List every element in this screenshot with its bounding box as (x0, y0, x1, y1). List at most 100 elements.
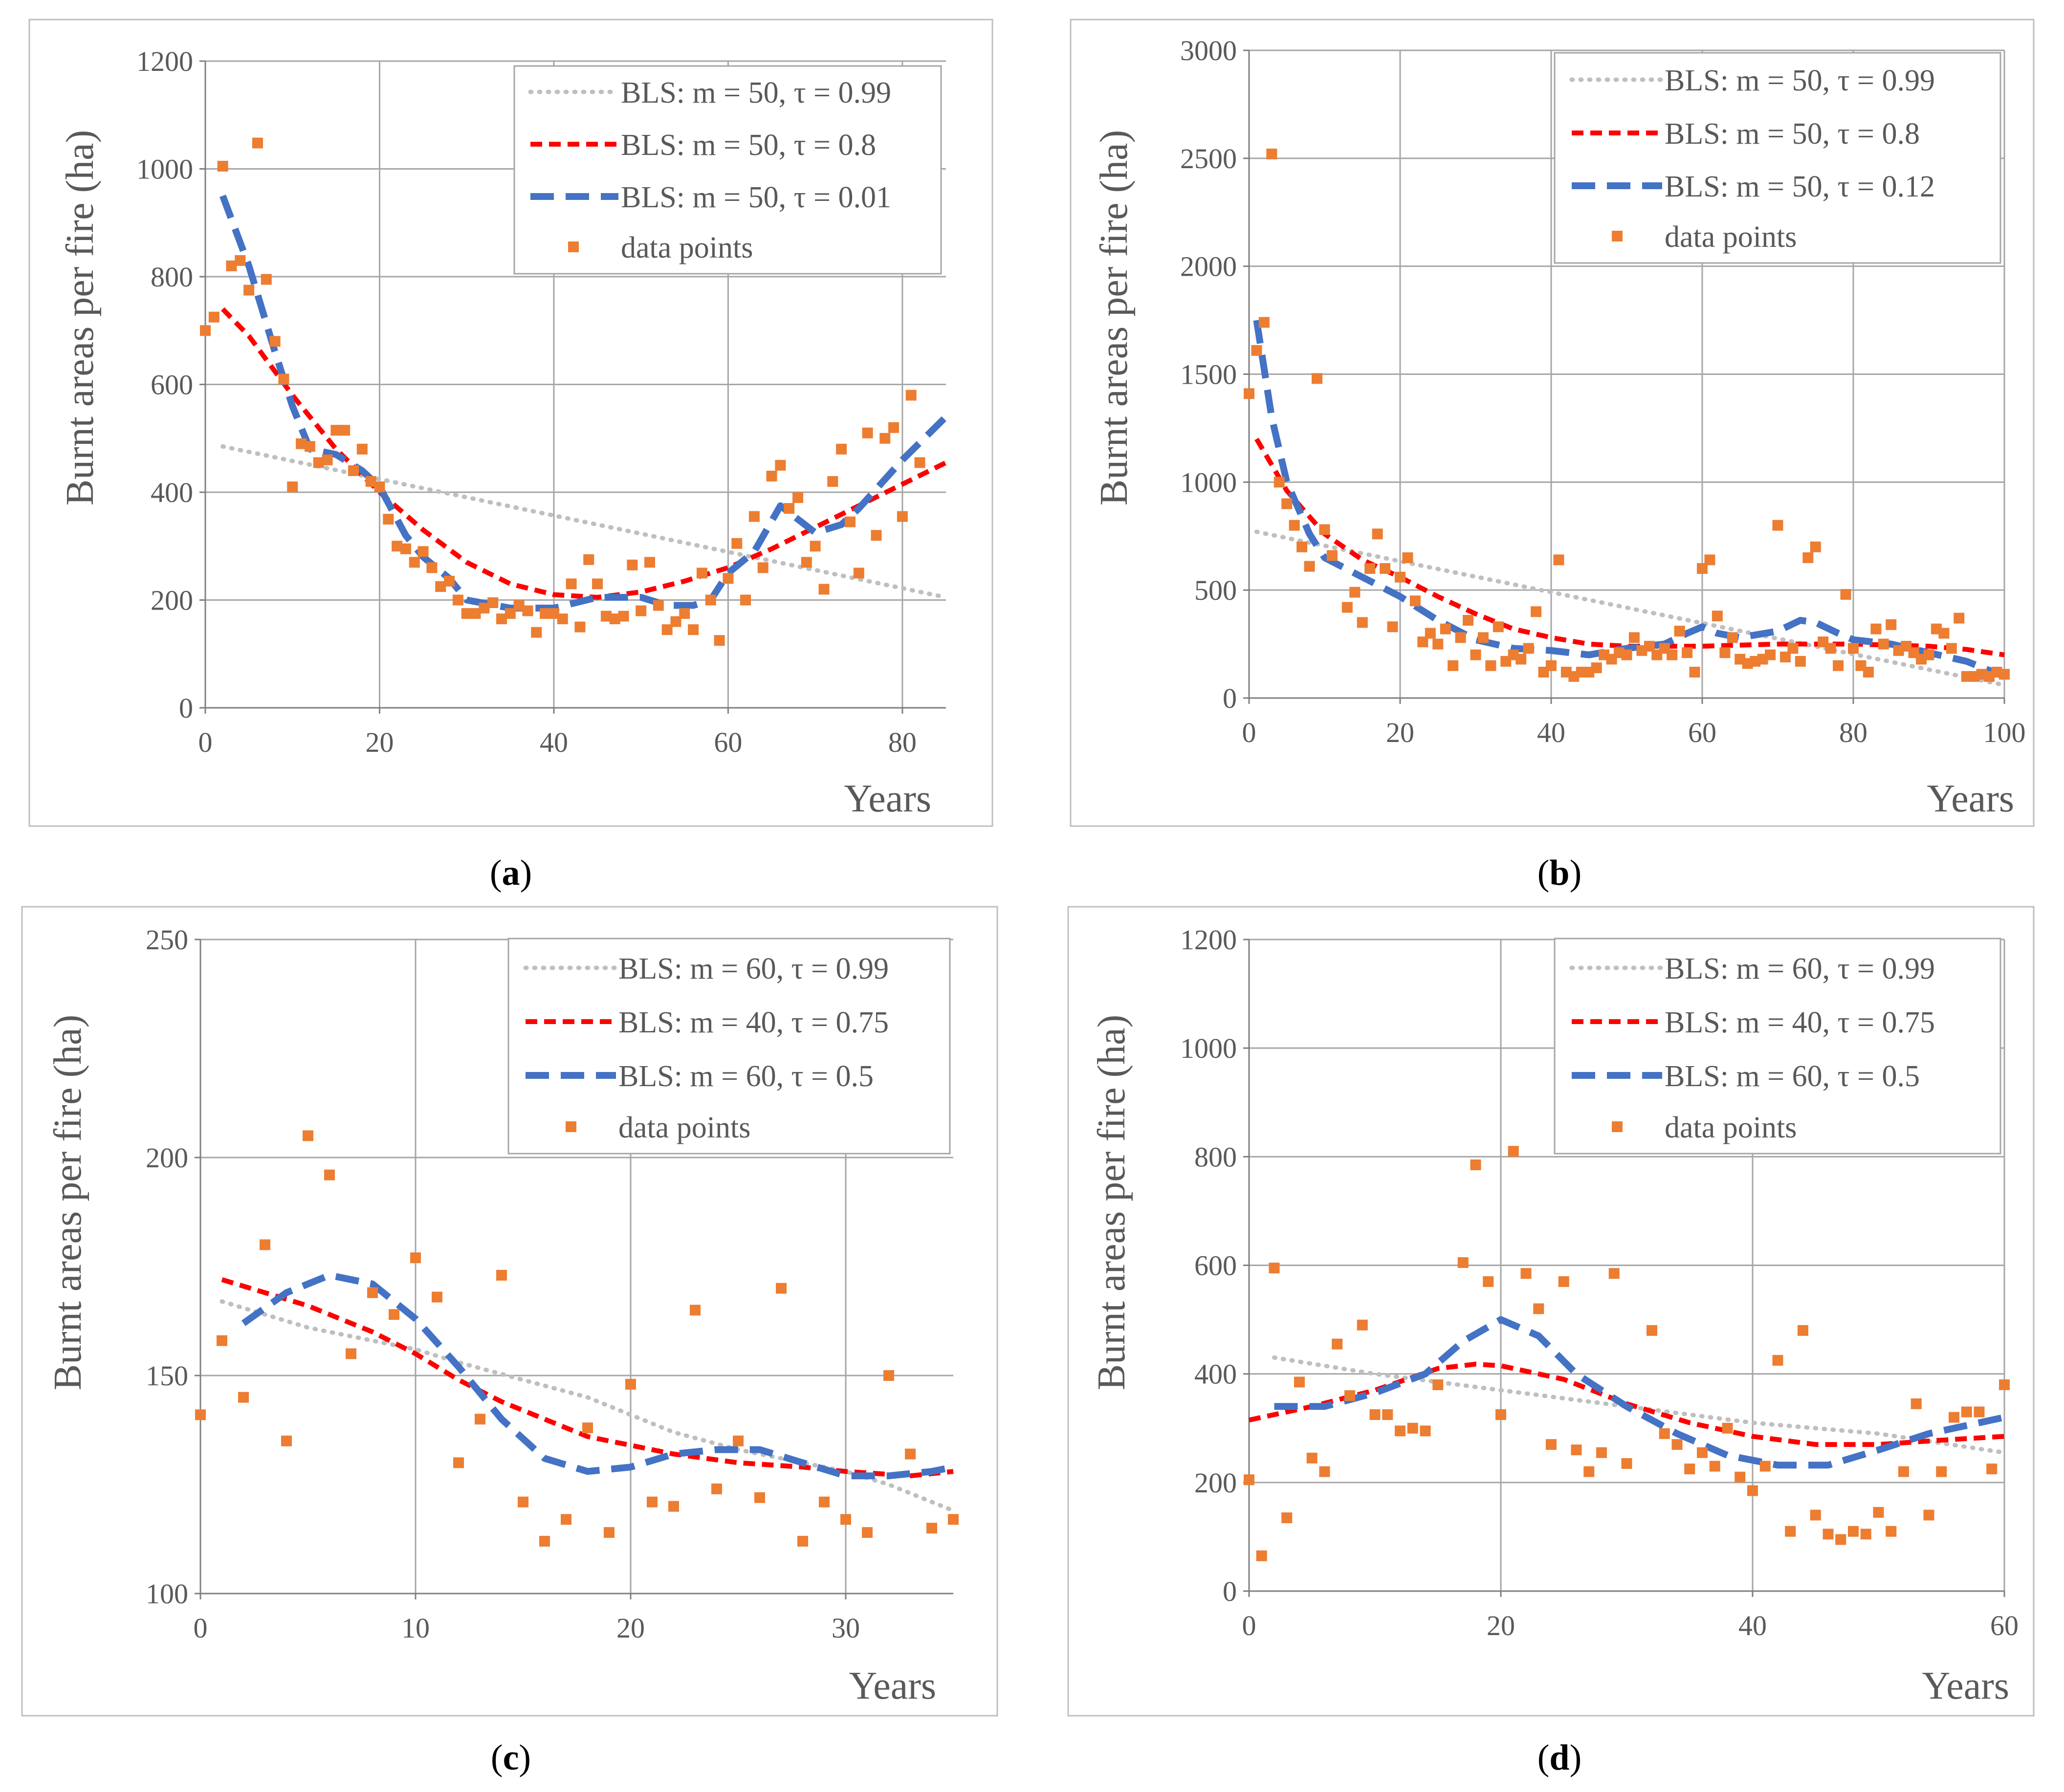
panel-c-data-point (926, 1523, 937, 1534)
panel-a-x-tick-label: 40 (540, 726, 568, 758)
panel-a-legend-swatch-marker (568, 241, 579, 252)
panel-a-data-point (513, 600, 525, 611)
panel-c-data-point (496, 1269, 507, 1281)
panel-b-data-point (1938, 628, 1950, 639)
panel-d-data-point (1747, 1485, 1758, 1496)
panel-a-data-point (452, 594, 463, 606)
panel-b-data-point (1833, 660, 1844, 671)
panel-b-data-point (1477, 632, 1489, 643)
panel-d-data-point (1432, 1379, 1444, 1390)
panel-b-data-point (1364, 563, 1376, 574)
panel-d-data-point (1810, 1509, 1821, 1521)
panel-c-data-point (303, 1130, 313, 1141)
panel-c-data-point (905, 1448, 916, 1460)
panel-a-data-point (383, 514, 394, 525)
panel-a-data-point (322, 454, 333, 465)
panel-c-data-point (647, 1496, 658, 1508)
panel-b-data-point (1999, 669, 2010, 680)
panel-b-data-point (1765, 649, 1776, 660)
panel-b-data-point (1787, 643, 1799, 654)
panel-b-data-point (1319, 524, 1330, 535)
panel-c-legend-label-2: BLS: m = 40, τ = 0.75 (618, 1006, 889, 1039)
panel-a-data-point (313, 457, 324, 468)
panel-d-caption: (d) (1537, 1738, 1581, 1778)
panel-c-data-point (625, 1378, 636, 1390)
panel-d-data-point (1583, 1466, 1595, 1477)
panel-b-data-point (1531, 606, 1542, 617)
panel-c-data-point (948, 1514, 959, 1525)
panel-d-x-tick-label: 60 (1990, 1610, 2019, 1641)
panel-d-data-point (1319, 1466, 1330, 1477)
panel-d-data-point (1886, 1526, 1897, 1537)
panel-a-data-point (461, 608, 472, 619)
panel-b-data-point (1848, 643, 1859, 654)
panel-a-data-point (914, 457, 925, 468)
panel-b-data-point (1417, 636, 1428, 648)
panel-a-data-point (566, 578, 577, 590)
panel-a-data-point (339, 425, 351, 436)
panel-b-caption: (b) (1537, 853, 1581, 893)
panel-a-data-point (748, 511, 760, 522)
panel-d-x-axis-label: Years (1922, 1664, 2009, 1707)
panel-a-data-point (261, 274, 272, 285)
panel-c-x-ticks: 0 10 20 30 (194, 1612, 860, 1644)
panel-d-data-point (1269, 1263, 1280, 1274)
panel-c-y-tick-label: 150 (146, 1360, 188, 1392)
panel-b-data-point (1923, 649, 1934, 660)
panel-b-data-point (1886, 619, 1897, 630)
panel-b-data-point (1296, 541, 1308, 552)
panel-b-data-point (1380, 563, 1391, 574)
panel-c-data-point (582, 1422, 593, 1434)
panel-b-y-tick-label: 2500 (1180, 143, 1237, 175)
panel-b-x-tick-label: 40 (1537, 717, 1565, 748)
panel-d-data-point (1621, 1458, 1632, 1469)
panel-d-data-point (1256, 1550, 1267, 1561)
panel-b-data-point (1704, 554, 1715, 566)
panel-a-x-axis-label: Years (844, 777, 931, 820)
panel-b-data-point (1553, 554, 1564, 566)
panel-a-plot (200, 137, 948, 646)
panel-b-y-tick-label: 2000 (1180, 251, 1237, 283)
panel-a-data-point (243, 284, 255, 296)
panel-d-data-point (1306, 1452, 1317, 1464)
panel-b-data-point (1546, 660, 1557, 671)
panel-a-axes (199, 60, 946, 714)
panel-c-legend-label-3: BLS: m = 60, τ = 0.5 (618, 1060, 874, 1093)
panel-c-data-point (238, 1392, 249, 1403)
panel-c-legend-box (507, 938, 951, 1155)
panel-a-data-point (479, 603, 490, 614)
panel-a-data-point (888, 422, 900, 433)
panel-a: 0 200 400 600 800 1000 1200 0 20 40 60 80 Burnt ar… (28, 19, 993, 893)
panel-d-data-point (1697, 1447, 1708, 1458)
panel-b-data-point (1341, 602, 1353, 613)
panel-a-y-tick-label: 0 (179, 692, 193, 724)
panel-d-data-point (1949, 1412, 1959, 1423)
panel-b-data-point (1455, 632, 1466, 643)
panel-a-data-point (653, 600, 664, 611)
panel-b-data-point (1802, 552, 1814, 563)
panel-d-y-tick-label: 1000 (1180, 1032, 1237, 1064)
panel-c-data-point (840, 1514, 851, 1525)
panel-a-data-point (409, 557, 420, 568)
panel-b-legend-box (1554, 52, 2001, 264)
panel-b-legend-label-3: BLS: m = 50, τ = 0.12 (1665, 170, 1935, 203)
panel-d-series-long-dashed-line (1274, 1316, 2005, 1469)
panel-c-data-point (690, 1305, 701, 1316)
panel-b-legend: BLS: m = 50, τ = 0.99 BLS: m = 50, τ = 0… (1554, 52, 2001, 264)
panel-d-data-point (1798, 1325, 1808, 1336)
panel-c-series-long-dashed-line (241, 1271, 954, 1480)
panel-c-data-point (776, 1283, 787, 1294)
panel-d-data-point (1520, 1268, 1532, 1279)
panel-d-data-point (1910, 1398, 1922, 1409)
panel-b-data-point (1387, 621, 1398, 633)
panel-b-data-point (1493, 621, 1504, 633)
panel-a-data-point (548, 608, 559, 619)
panel-b-x-tick-label: 0 (1242, 717, 1256, 748)
panel-a-legend-box (513, 65, 942, 275)
panel-a-data-point (810, 541, 821, 552)
panel-d-y-tick-label: 200 (1194, 1467, 1237, 1499)
panel-d-data-point (1848, 1526, 1859, 1537)
panel-b-data-point (1772, 520, 1783, 531)
panel-d-data-point (1470, 1159, 1481, 1170)
panel-d-data-point (1382, 1409, 1393, 1420)
